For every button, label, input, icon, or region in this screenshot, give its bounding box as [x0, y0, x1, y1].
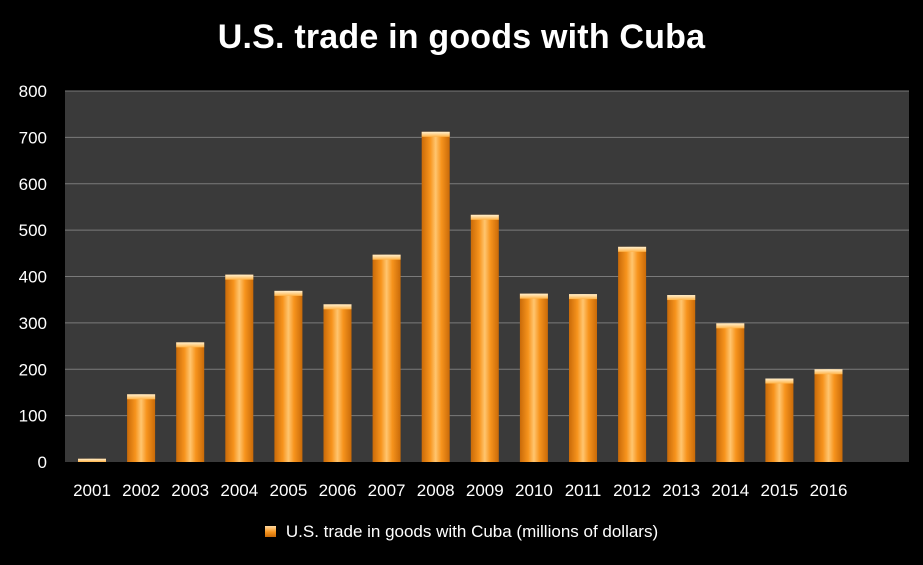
y-tick-label: 0 — [38, 453, 47, 472]
bar-body — [814, 369, 843, 462]
x-tick-label: 2011 — [565, 481, 602, 500]
x-tick-label: 2001 — [73, 481, 111, 500]
bar-body — [667, 295, 696, 462]
x-tick-label: 2010 — [515, 481, 553, 500]
x-tick-label: 2012 — [613, 481, 651, 500]
bar-cap — [716, 323, 745, 329]
bar-body — [569, 294, 597, 462]
bar-body — [176, 342, 205, 462]
bar-cap — [421, 131, 450, 137]
bar — [225, 274, 254, 462]
y-tick-label: 200 — [19, 360, 47, 379]
bar — [274, 290, 303, 462]
bar-cap — [323, 304, 352, 310]
x-tick-label: 2014 — [711, 481, 749, 500]
y-tick-label: 300 — [19, 314, 47, 333]
bar — [323, 304, 352, 462]
bar — [470, 214, 499, 462]
bar — [78, 458, 106, 462]
bar — [176, 342, 205, 462]
bar-body — [274, 290, 303, 462]
bar-cap — [814, 369, 843, 375]
bar-body — [323, 304, 352, 462]
x-tick-label: 2005 — [269, 481, 307, 500]
bar-body — [470, 214, 499, 462]
bar-cap — [765, 378, 794, 384]
bar — [667, 295, 696, 462]
chart-title: U.S. trade in goods with Cuba — [217, 18, 706, 56]
bar — [421, 131, 450, 462]
legend-swatch — [264, 526, 276, 537]
legend-label: U.S. trade in goods with Cuba (millions … — [285, 522, 659, 541]
bar-body — [716, 323, 745, 462]
x-tick-label: 2015 — [760, 481, 798, 500]
bar-cap — [667, 295, 696, 301]
bar-cap — [519, 293, 548, 299]
x-tick-label: 2006 — [319, 481, 357, 500]
bar-cap — [225, 274, 254, 280]
x-tick-label: 2004 — [220, 481, 258, 500]
y-tick-label: 400 — [19, 268, 47, 287]
bar-cap — [569, 294, 597, 300]
bar-body — [421, 131, 450, 462]
x-tick-label: 2008 — [417, 481, 455, 500]
bars — [78, 131, 843, 462]
y-tick-label: 800 — [19, 82, 47, 101]
bar — [127, 394, 156, 462]
bar-body — [372, 254, 401, 462]
y-tick-label: 700 — [19, 128, 47, 147]
bar — [372, 254, 401, 462]
bar-cap — [127, 394, 156, 400]
bar-body — [225, 274, 254, 462]
y-tick-label: 500 — [19, 221, 47, 240]
bar-body — [618, 246, 647, 462]
bar-body — [127, 394, 156, 462]
bar-cap — [470, 214, 499, 220]
y-tick-label: 100 — [19, 407, 47, 426]
y-axis-tick-labels: 0 100 200 300 400 500 600 700 800 — [19, 82, 47, 472]
legend: U.S. trade in goods with Cuba (millions … — [0, 522, 923, 542]
bar — [519, 293, 548, 462]
x-tick-label: 2007 — [368, 481, 406, 500]
x-axis-tick-labels: 2001 2002 2003 2004 2005 2006 2007 2008 2009 2010… — [73, 481, 847, 500]
bar-cap — [618, 246, 647, 252]
bar — [765, 378, 794, 462]
bar-cap — [78, 458, 106, 462]
bar-cap — [372, 254, 401, 260]
y-tick-label: 600 — [19, 175, 47, 194]
bar — [618, 246, 647, 462]
bar — [716, 323, 745, 462]
x-tick-label: 2002 — [122, 481, 160, 500]
x-tick-label: 2016 — [810, 481, 848, 500]
bar-cap — [274, 290, 303, 296]
bar — [569, 294, 597, 462]
bar-body — [519, 293, 548, 462]
x-tick-label: 2009 — [466, 481, 504, 500]
bar-body — [765, 378, 794, 462]
bar-cap — [176, 342, 205, 348]
x-tick-label: 2003 — [171, 481, 209, 500]
bar — [814, 369, 843, 462]
x-tick-label: 2013 — [662, 481, 700, 500]
